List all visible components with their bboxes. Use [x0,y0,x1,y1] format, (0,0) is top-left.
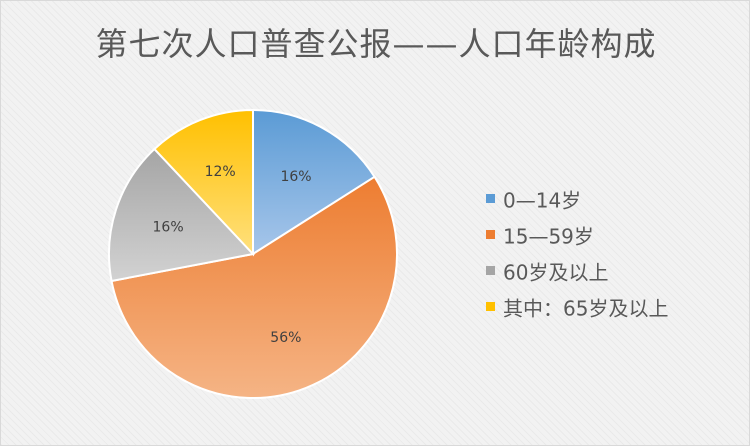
legend-item: 其中：65岁及以上 [486,289,668,325]
legend-swatch [486,266,495,275]
legend-item: 0—14岁 [486,181,668,217]
pie-slice [108,147,255,283]
legend: 0—14岁 15—59岁 60岁及以上其中：65岁及以上 [486,181,668,325]
slice-data-label: 16% [280,169,311,185]
legend-swatch [486,230,495,239]
pie-slice [153,108,254,257]
slice-data-label: 12% [205,164,236,180]
slice-data-label: 16% [153,219,184,235]
legend-item: 60岁及以上 [486,253,668,289]
legend-label: 0—14岁 [503,188,582,213]
legend-swatch [486,302,495,311]
chart-title: 第七次人口普查公报——人口年龄构成 [95,25,657,63]
legend-label: 15—59岁 [503,224,594,249]
pie-slice [110,175,398,400]
legend-label: 其中：65岁及以上 [503,296,669,321]
legend-label: 60岁及以上 [503,260,609,285]
legend-item: 15—59岁 [486,217,668,253]
slice-data-label: 56% [270,330,301,346]
pie-slice [252,108,376,256]
legend-swatch [486,194,495,203]
